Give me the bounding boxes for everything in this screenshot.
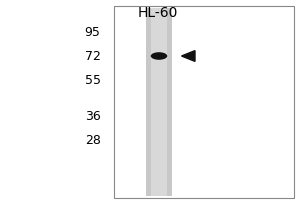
Bar	[151, 8, 167, 196]
Text: 55: 55	[85, 73, 101, 86]
Polygon shape	[182, 51, 195, 61]
Bar	[114, 6, 294, 198]
Text: 36: 36	[85, 110, 100, 123]
Text: 72: 72	[85, 49, 101, 62]
Text: 28: 28	[85, 134, 101, 148]
Bar	[146, 8, 172, 196]
Text: HL-60: HL-60	[137, 6, 178, 20]
Ellipse shape	[151, 52, 167, 60]
Text: 95: 95	[85, 26, 101, 40]
